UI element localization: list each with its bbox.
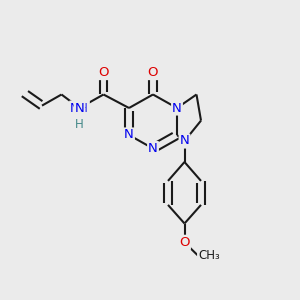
Text: H: H <box>75 118 84 131</box>
Text: N: N <box>124 128 134 142</box>
Text: O: O <box>179 236 190 249</box>
Text: N: N <box>148 142 158 155</box>
Text: N: N <box>180 134 189 148</box>
Text: NH: NH <box>70 101 89 115</box>
Text: N: N <box>172 101 182 115</box>
Text: O: O <box>148 66 158 79</box>
Text: O: O <box>98 66 109 79</box>
Text: O: O <box>179 236 190 249</box>
Text: N: N <box>75 101 84 115</box>
Text: CH₃: CH₃ <box>198 249 220 262</box>
